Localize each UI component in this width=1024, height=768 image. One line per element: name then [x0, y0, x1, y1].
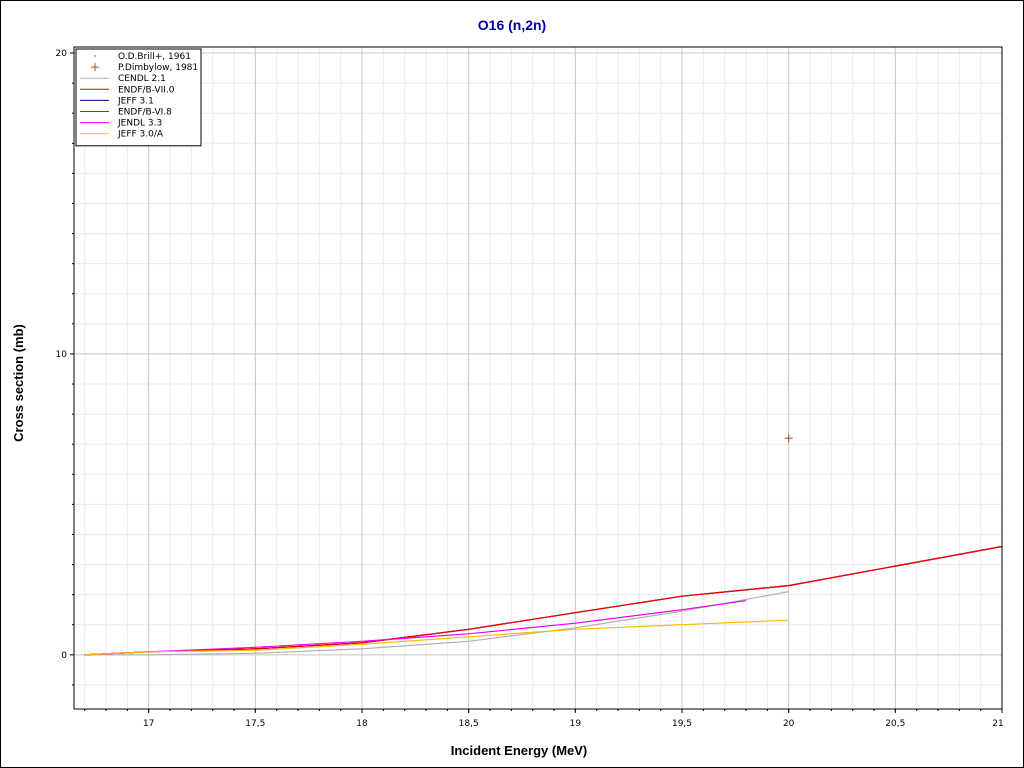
x-tick-label: 20,5 — [885, 719, 905, 729]
grid — [74, 47, 1003, 709]
x-tick-label: 19,5 — [672, 719, 692, 729]
y-axis-title: Cross section (mb) — [11, 324, 26, 442]
legend-label: ENDF/B-VI.8 — [118, 108, 172, 118]
series-4-line — [84, 545, 1003, 656]
x-tick-label: 20 — [783, 719, 795, 729]
legend-label: JEFF 3.0/A — [117, 130, 164, 140]
series-5-line — [84, 545, 1003, 656]
legend-entry: JEFF 3.1 — [80, 96, 154, 106]
legend-label: JEFF 3.1 — [117, 96, 154, 106]
series-3-line — [84, 545, 1003, 656]
chart-title: O16 (n,2n) — [478, 17, 546, 33]
x-tick-label: 18,5 — [459, 719, 479, 729]
y-tick-label: 0 — [61, 651, 67, 661]
legend-label: ENDF/B-VII.0 — [118, 85, 175, 95]
legend-label: CENDL 2.1 — [118, 74, 166, 84]
x-tick-label: 19 — [570, 719, 582, 729]
legend-box — [75, 48, 202, 147]
series-1-point — [784, 434, 793, 443]
legend-entry: JEFF 3.0/A — [80, 130, 164, 140]
legend-entry: O.D.Brill+, 1961 — [94, 52, 191, 62]
plot-area-border — [73, 46, 1003, 710]
series-2-line — [84, 591, 789, 656]
x-tick-label: 21 — [992, 719, 1003, 729]
legend-entry: ENDF/B-VI.8 — [80, 108, 172, 118]
x-tick-label: 17,5 — [245, 719, 265, 729]
series-layer — [84, 434, 1003, 656]
x-axis-title: Incident Energy (MeV) — [451, 743, 588, 758]
series-7-line — [84, 619, 789, 656]
y-tick-label: 20 — [56, 49, 68, 59]
x-tick-label: 17 — [143, 719, 154, 729]
axes: 17 17,5 18 18,5 19 19,5 20 20,5 21 0 10 20 — [56, 49, 1004, 729]
legend-swatch-dot — [94, 55, 96, 57]
legend-entry: JENDL 3.3 — [80, 119, 162, 129]
legend-label: P.Dimbylow, 1981 — [118, 63, 198, 73]
legend-entry: P.Dimbylow, 1981 — [91, 63, 198, 73]
legend-label: JENDL 3.3 — [117, 119, 162, 129]
y-tick-label: 10 — [56, 350, 68, 360]
x-tick-label: 18 — [356, 719, 368, 729]
legend-entry: ENDF/B-VII.0 — [80, 85, 175, 95]
series-6-line — [84, 600, 747, 656]
legend-entry: CENDL 2.1 — [80, 74, 166, 84]
legend-label: O.D.Brill+, 1961 — [118, 52, 191, 62]
